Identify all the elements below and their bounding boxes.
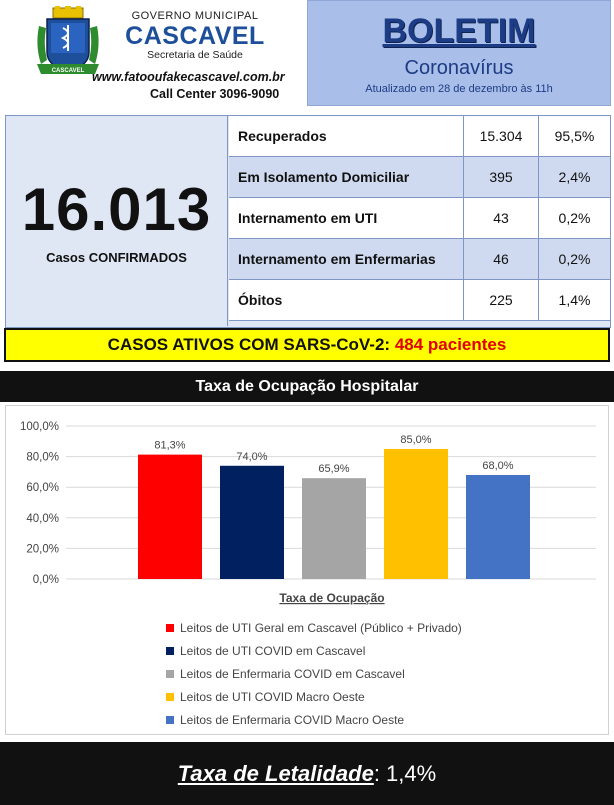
data-label: 68,0% xyxy=(482,460,513,472)
bar xyxy=(220,465,284,579)
bulletin-updated: Atualizado em 28 de dezembro às 11h xyxy=(365,83,553,95)
data-label: 81,3% xyxy=(154,440,185,452)
stat-value: 46 xyxy=(464,239,539,280)
bar xyxy=(302,478,366,579)
legend-label: Leitos de UTI COVID em Cascavel xyxy=(180,643,366,658)
legend-label: Leitos de UTI COVID Macro Oeste xyxy=(180,689,365,704)
bulletin-title: BOLETIM xyxy=(382,12,536,50)
stat-row-uti: Internamento em UTI 43 0,2% xyxy=(229,198,610,239)
website-link[interactable]: www.fatooufakecascavel.com.br xyxy=(92,70,285,84)
stat-row-enfermarias: Internamento em Enfermarias 46 0,2% xyxy=(229,239,610,280)
legend-label: Leitos de Enfermaria COVID em Cascavel xyxy=(180,666,405,681)
bar-chart-svg: 0,0% 20,0% 40,0% 60,0% 80,0% 100,0% 81,3% 74,0%… xyxy=(20,421,596,605)
legend-item: Leitos de UTI COVID Macro Oeste xyxy=(166,685,566,708)
bulletin-box: BOLETIM Coronavírus Atualizado em 28 de … xyxy=(307,0,611,106)
bar xyxy=(466,474,530,579)
stat-percent: 0,2% xyxy=(539,198,610,239)
legend-item: Leitos de Enfermaria COVID em Cascavel xyxy=(166,662,566,685)
stat-percent: 0,2% xyxy=(539,239,610,280)
stat-value: 15.304 xyxy=(464,116,539,157)
data-label: 85,0% xyxy=(400,434,431,446)
stat-value: 395 xyxy=(464,157,539,198)
department-name: Secretaria de Saúde xyxy=(147,49,243,61)
legend-swatch xyxy=(166,623,174,632)
y-tick-label: 60,0% xyxy=(26,482,59,494)
stat-label: Internamento em Enfermarias xyxy=(229,239,464,280)
legend-swatch xyxy=(166,715,174,724)
stat-value: 43 xyxy=(464,198,539,239)
bar xyxy=(138,454,202,579)
city-crest-logo: CASCAVEL xyxy=(37,6,99,74)
legend-swatch xyxy=(166,646,174,655)
stats-table: 16.013 Casos CONFIRMADOS Recuperados 15.… xyxy=(5,115,611,328)
active-cases-banner: CASOS ATIVOS COM SARS-CoV-2: 484 pacient… xyxy=(4,328,610,362)
y-tick-label: 80,0% xyxy=(26,452,59,464)
stat-label: Recuperados xyxy=(229,116,464,157)
stat-value: 225 xyxy=(464,280,539,321)
stat-row-obitos: Óbitos 225 1,4% xyxy=(229,280,610,321)
lethality-label: Taxa de Letalidade xyxy=(177,761,374,786)
legend-swatch xyxy=(166,692,174,701)
y-tick-label: 40,0% xyxy=(26,513,59,525)
lethality-footer: Taxa de Letalidade: 1,4% xyxy=(0,742,614,805)
lethality-value: : 1,4% xyxy=(373,761,437,786)
svg-text:CASCAVEL: CASCAVEL xyxy=(52,68,85,74)
bar xyxy=(384,448,448,579)
legend-swatch xyxy=(166,669,174,678)
legend-label: Leitos de UTI Geral em Cascavel (Público… xyxy=(180,620,462,635)
legend-item: Leitos de Enfermaria COVID Macro Oeste xyxy=(166,708,566,731)
total-cases-label: Casos CONFIRMADOS xyxy=(46,250,187,265)
y-tick-label: 0,0% xyxy=(33,574,59,586)
y-tick-label: 20,0% xyxy=(26,543,59,555)
occupancy-chart: 0,0% 20,0% 40,0% 60,0% 80,0% 100,0% 81,3% 74,0%… xyxy=(5,405,609,735)
bulletin-subtitle: Coronavírus xyxy=(404,57,514,79)
call-center: Call Center 3096-9090 xyxy=(150,87,280,101)
stat-percent: 2,4% xyxy=(539,157,610,198)
data-label: 74,0% xyxy=(236,451,267,463)
active-cases-prefix: CASOS ATIVOS COM SARS-CoV-2: xyxy=(107,335,395,354)
city-name: CASCAVEL xyxy=(125,22,265,50)
x-axis-title: Taxa de Ocupação xyxy=(279,591,384,605)
active-cases-count: 484 pacientes xyxy=(394,335,507,354)
stat-row-isolamento: Em Isolamento Domiciliar 395 2,4% xyxy=(229,157,610,198)
legend-item: Leitos de UTI COVID em Cascavel xyxy=(166,639,566,662)
stat-percent: 1,4% xyxy=(539,280,610,321)
stat-percent: 95,5% xyxy=(539,116,610,157)
total-cases: 16.013 Casos CONFIRMADOS xyxy=(6,116,228,326)
legend-label: Leitos de Enfermaria COVID Macro Oeste xyxy=(180,712,405,727)
chart-legend: Leitos de UTI Geral em Cascavel (Público… xyxy=(166,616,566,731)
legend-item: Leitos de UTI Geral em Cascavel (Público… xyxy=(166,616,566,639)
stat-row-recuperados: Recuperados 15.304 95,5% xyxy=(229,116,610,157)
y-tick-label: 100,0% xyxy=(20,421,59,433)
chart-section-title: Taxa de Ocupação Hospitalar xyxy=(0,371,614,402)
stat-label: Óbitos xyxy=(229,280,464,321)
stat-label: Internamento em UTI xyxy=(229,198,464,239)
data-label: 65,9% xyxy=(318,463,349,475)
gov-label: GOVERNO MUNICIPAL xyxy=(131,10,259,22)
stat-label: Em Isolamento Domiciliar xyxy=(229,157,464,198)
header: CASCAVEL GOVERNO MUNICIPAL CASCAVEL Secr… xyxy=(0,0,614,110)
total-cases-number: 16.013 xyxy=(21,176,212,243)
